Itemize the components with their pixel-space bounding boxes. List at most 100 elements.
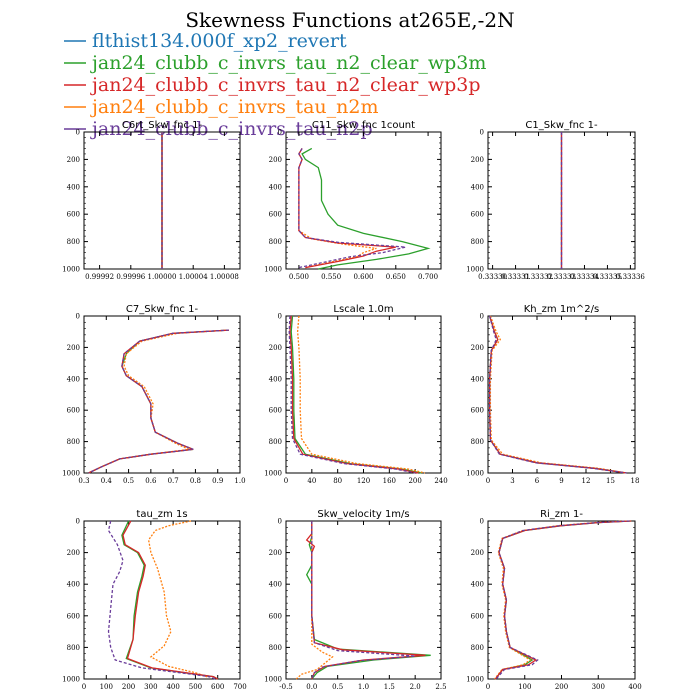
x-tick-label: 0.9 — [212, 477, 223, 485]
x-tick-label: 0.4 — [101, 477, 113, 485]
series-line — [147, 520, 210, 679]
y-tick-label: 200 — [67, 344, 80, 352]
series-line — [289, 315, 419, 474]
x-tick-label: 3 — [510, 477, 514, 485]
y-tick-label: 1000 — [62, 470, 80, 478]
x-tick-label: 400 — [166, 683, 179, 691]
y-tick-label: 400 — [269, 375, 282, 383]
y-tick-label: 600 — [67, 612, 80, 620]
y-tick-label: 600 — [269, 612, 282, 620]
plot-frame — [487, 520, 636, 680]
plot-frame — [285, 131, 442, 270]
y-tick-label: 1000 — [466, 470, 484, 478]
x-tick-label: 0.5 — [332, 683, 343, 691]
y-tick-label: 800 — [269, 438, 282, 446]
y-tick-label: 600 — [471, 407, 484, 415]
plot-frame — [285, 315, 442, 474]
y-tick-label: 0 — [480, 518, 484, 526]
legend-label: jan24_clubb_c_invrs_tau_n2_clear_wp3p — [90, 74, 481, 96]
y-tick-label: 600 — [471, 612, 484, 620]
series-line — [88, 329, 229, 474]
legend-item: jan24_clubb_c_invrs_tau_n2_clear_wp3m — [64, 52, 486, 74]
x-tick-label: 200 — [555, 683, 568, 691]
series-line — [298, 148, 377, 269]
y-tick-label: 400 — [471, 375, 484, 383]
series-line — [298, 148, 406, 269]
x-tick-label: 0.5 — [123, 477, 134, 485]
y-tick-label: 1000 — [466, 676, 484, 684]
plot-frame — [487, 315, 636, 474]
x-tick-label: 0 — [486, 477, 490, 485]
x-tick-label: 200 — [122, 683, 135, 691]
y-tick-label: 200 — [269, 344, 282, 352]
x-tick-label: 80 — [333, 477, 342, 485]
legend-label: jan24_clubb_c_invrs_tau_n2p — [90, 118, 373, 140]
legend-label: flthist134.000f_xp2_revert — [92, 30, 347, 52]
x-tick-label: 12 — [582, 477, 591, 485]
y-tick-label: 600 — [471, 211, 484, 219]
legend: flthist134.000f_xp2_revertjan24_clubb_c_… — [64, 30, 486, 140]
series-line — [121, 520, 219, 680]
x-tick-label: 0.550 — [321, 273, 341, 281]
panel-title: Kh_zm 1m^2/s — [524, 304, 600, 315]
x-tick-label: 0.33334 — [570, 273, 599, 281]
y-tick-label: 0 — [480, 313, 484, 321]
series-line — [495, 520, 630, 680]
y-tick-label: 0 — [278, 129, 282, 137]
y-tick-label: 800 — [67, 238, 80, 246]
y-tick-label: 1000 — [466, 266, 484, 274]
x-tick-label: 300 — [144, 683, 157, 691]
x-tick-label: 0.33336 — [616, 273, 645, 281]
y-tick-label: 1000 — [62, 266, 80, 274]
series-line — [88, 329, 229, 474]
legend-item: jan24_clubb_c_invrs_tau_n2m — [64, 96, 378, 118]
x-tick-label: 0.33330 — [478, 273, 507, 281]
panel-title: Skw_velocity 1m/s — [317, 509, 409, 520]
y-tick-label: 400 — [269, 183, 282, 191]
x-tick-label: 100 — [100, 683, 113, 691]
y-tick-label: 0 — [480, 129, 484, 137]
legend-label: jan24_clubb_c_invrs_tau_n2m — [90, 96, 378, 118]
y-tick-label: 1000 — [264, 676, 282, 684]
y-tick-label: 1000 — [264, 266, 282, 274]
x-tick-label: 6 — [535, 477, 540, 485]
y-tick-label: 800 — [471, 644, 484, 652]
y-tick-label: 0 — [278, 518, 282, 526]
legend-item: flthist134.000f_xp2_revert — [64, 30, 347, 52]
chart-panel: C11_Skw_fnc 1count 0 200 400 600 800 1000 0.500… — [264, 120, 442, 281]
x-tick-label: 700 — [233, 683, 246, 691]
panel-title: tau_zm 1s — [136, 509, 187, 520]
series-line — [288, 315, 416, 474]
x-tick-label: 300 — [592, 683, 605, 691]
x-tick-label: 15 — [606, 477, 615, 485]
plot-frame — [83, 315, 241, 474]
y-tick-label: 800 — [269, 238, 282, 246]
x-tick-label: 1.5 — [384, 683, 395, 691]
y-tick-label: 200 — [269, 156, 282, 164]
y-tick-label: 200 — [471, 156, 484, 164]
series-line — [107, 520, 216, 680]
y-tick-label: 800 — [67, 438, 80, 446]
y-tick-label: 200 — [471, 344, 484, 352]
series-line — [122, 520, 219, 680]
y-tick-label: 0 — [278, 313, 282, 321]
panel-title: C1_Skw_fnc 1- — [525, 120, 598, 131]
x-tick-label: 0.99992 — [85, 273, 114, 281]
x-tick-label: 0 — [82, 683, 86, 691]
y-tick-label: 200 — [269, 549, 282, 557]
y-tick-label: 200 — [67, 156, 80, 164]
x-tick-label: 2.0 — [410, 683, 421, 691]
series-line — [488, 315, 627, 474]
series-line — [489, 315, 627, 474]
x-tick-label: 0.600 — [353, 273, 373, 281]
x-tick-label: 400 — [628, 683, 641, 691]
y-tick-label: 600 — [269, 407, 282, 415]
series-line — [301, 147, 431, 270]
y-tick-label: 800 — [67, 644, 80, 652]
chart-panel: Skw_velocity 1m/s 0 200 400 600 800 1000-0.5 0.… — [264, 509, 446, 691]
panel-title: Ri_zm 1- — [540, 509, 583, 520]
y-tick-label: 0 — [76, 518, 80, 526]
